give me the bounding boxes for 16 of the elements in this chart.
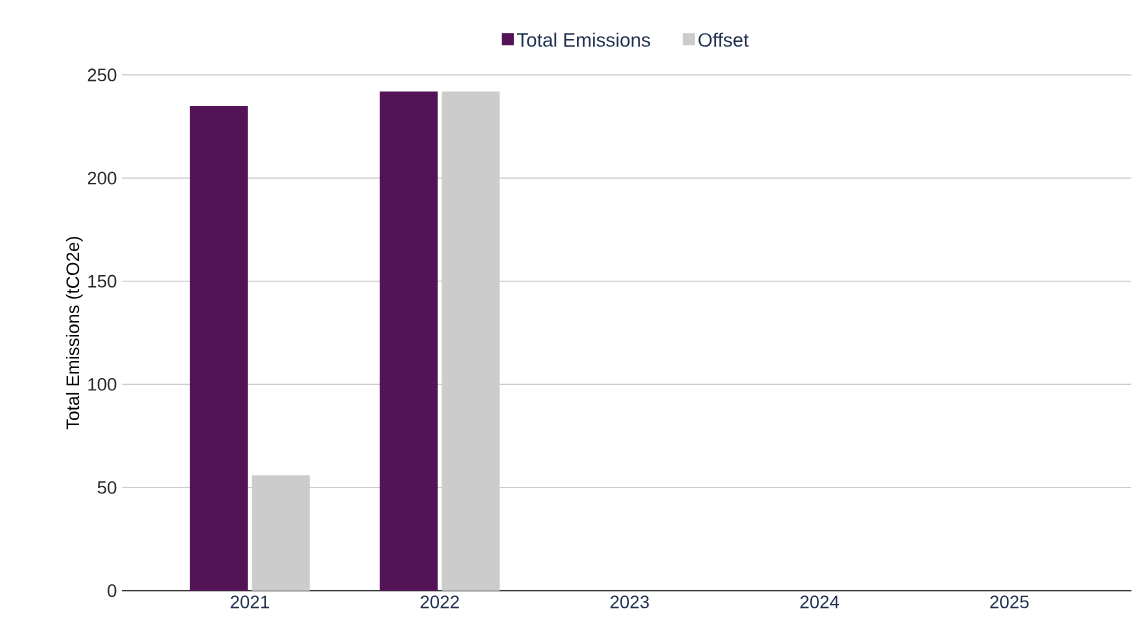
y-tick-label: 150 (88, 275, 117, 288)
y-tick-label: 0 (107, 584, 117, 598)
legend-label: Offset (698, 32, 749, 47)
x-tick-label: 2025 (990, 595, 1029, 609)
x-tick-label: 2021 (230, 595, 269, 609)
y-axis-title: Total Emissions (tCO2e) (65, 237, 83, 430)
x-tick-label: 2022 (420, 595, 459, 609)
y-tick-label: 200 (87, 171, 117, 185)
y-tick-label: 250 (87, 68, 117, 82)
legend-label: Total Emissions (517, 32, 651, 48)
y-tick-label: 50 (97, 481, 117, 495)
bar (189, 106, 248, 591)
y-tick-label: 100 (88, 378, 117, 391)
x-tick-label: 2023 (610, 595, 649, 609)
bar (379, 91, 438, 591)
x-tick-label: 2024 (800, 595, 840, 609)
